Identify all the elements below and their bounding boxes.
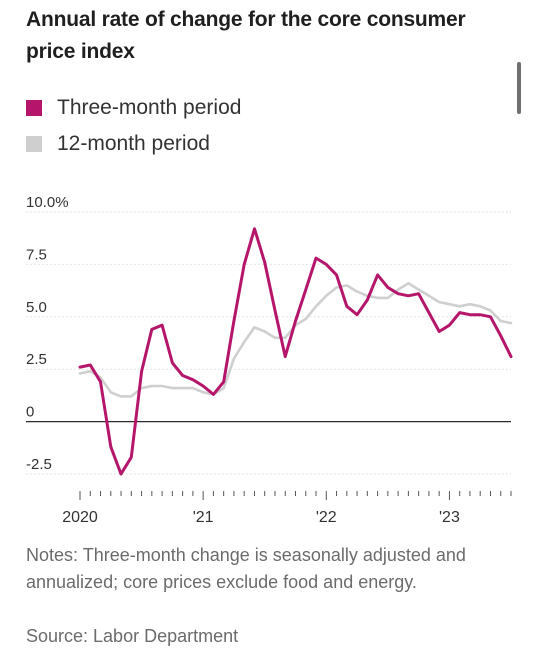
legend-label-twelve-month: 12-month period bbox=[57, 132, 210, 155]
y-tick-label: 0 bbox=[26, 404, 34, 421]
y-tick-label: 10.0% bbox=[26, 194, 69, 211]
series-line-twelve-month bbox=[78, 282, 513, 398]
series-line-three-month bbox=[78, 227, 513, 476]
scrollbar-thumb[interactable] bbox=[517, 62, 521, 114]
x-tick-label: '23 bbox=[439, 509, 460, 526]
x-tick-label: '22 bbox=[316, 509, 337, 526]
line-chart: -2.5 0 2.5 5.0 7.5 10.0% 2020 '21 '22 '23 bbox=[26, 194, 513, 526]
legend-item-three-month: Three-month period bbox=[26, 90, 241, 126]
y-tick-label: 7.5 bbox=[26, 246, 47, 263]
legend-label-three-month: Three-month period bbox=[57, 96, 242, 119]
y-tick-label: -2.5 bbox=[26, 456, 52, 473]
legend-swatch-twelve-month bbox=[26, 136, 42, 152]
legend-item-twelve-month: 12-month period bbox=[26, 126, 241, 162]
legend-swatch-three-month bbox=[26, 100, 42, 116]
x-tick-label: '21 bbox=[193, 509, 214, 526]
chart-legend: Three-month period 12-month period bbox=[26, 90, 241, 162]
x-tick-label: 2020 bbox=[62, 509, 98, 526]
y-tick-label: 5.0 bbox=[26, 299, 47, 316]
chart-source: Source: Labor Department bbox=[26, 626, 239, 646]
y-tick-label: 2.5 bbox=[26, 351, 47, 368]
chart-title: Annual rate of change for the core consu… bbox=[26, 8, 466, 63]
chart-notes: Notes: Three-month change is seasonally … bbox=[26, 545, 466, 592]
